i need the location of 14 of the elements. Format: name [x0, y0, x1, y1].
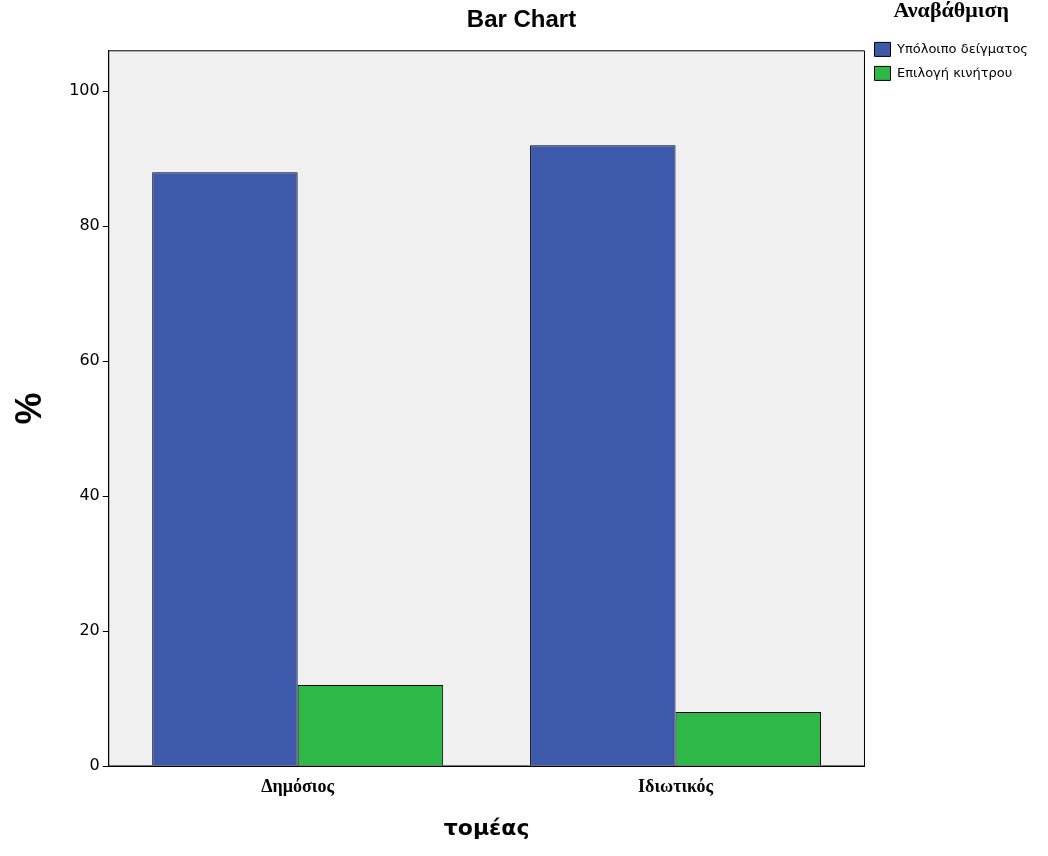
y-tick-label: 80 [79, 215, 100, 235]
y-tick-label: 40 [79, 485, 100, 505]
x-tick-label: Δημόσιος [261, 776, 335, 797]
y-tick-label: 60 [79, 350, 100, 370]
x-axis-title: τομέας [443, 814, 530, 840]
legend-label: Υπόλοιπο δείγματος [896, 40, 1029, 56]
x-tick-label: Ιδιωτικός [638, 776, 714, 797]
legend-label: Επιλογή κινήτρου [897, 64, 1013, 80]
y-tick-label: 20 [79, 620, 100, 640]
y-axis-title: % [7, 392, 49, 425]
chart-title: Bar Chart [466, 5, 577, 33]
y-tick-label: 0 [89, 755, 100, 775]
legend-title: Αναβάθμιση [893, 0, 1009, 22]
y-tick-label: 100 [69, 80, 100, 100]
